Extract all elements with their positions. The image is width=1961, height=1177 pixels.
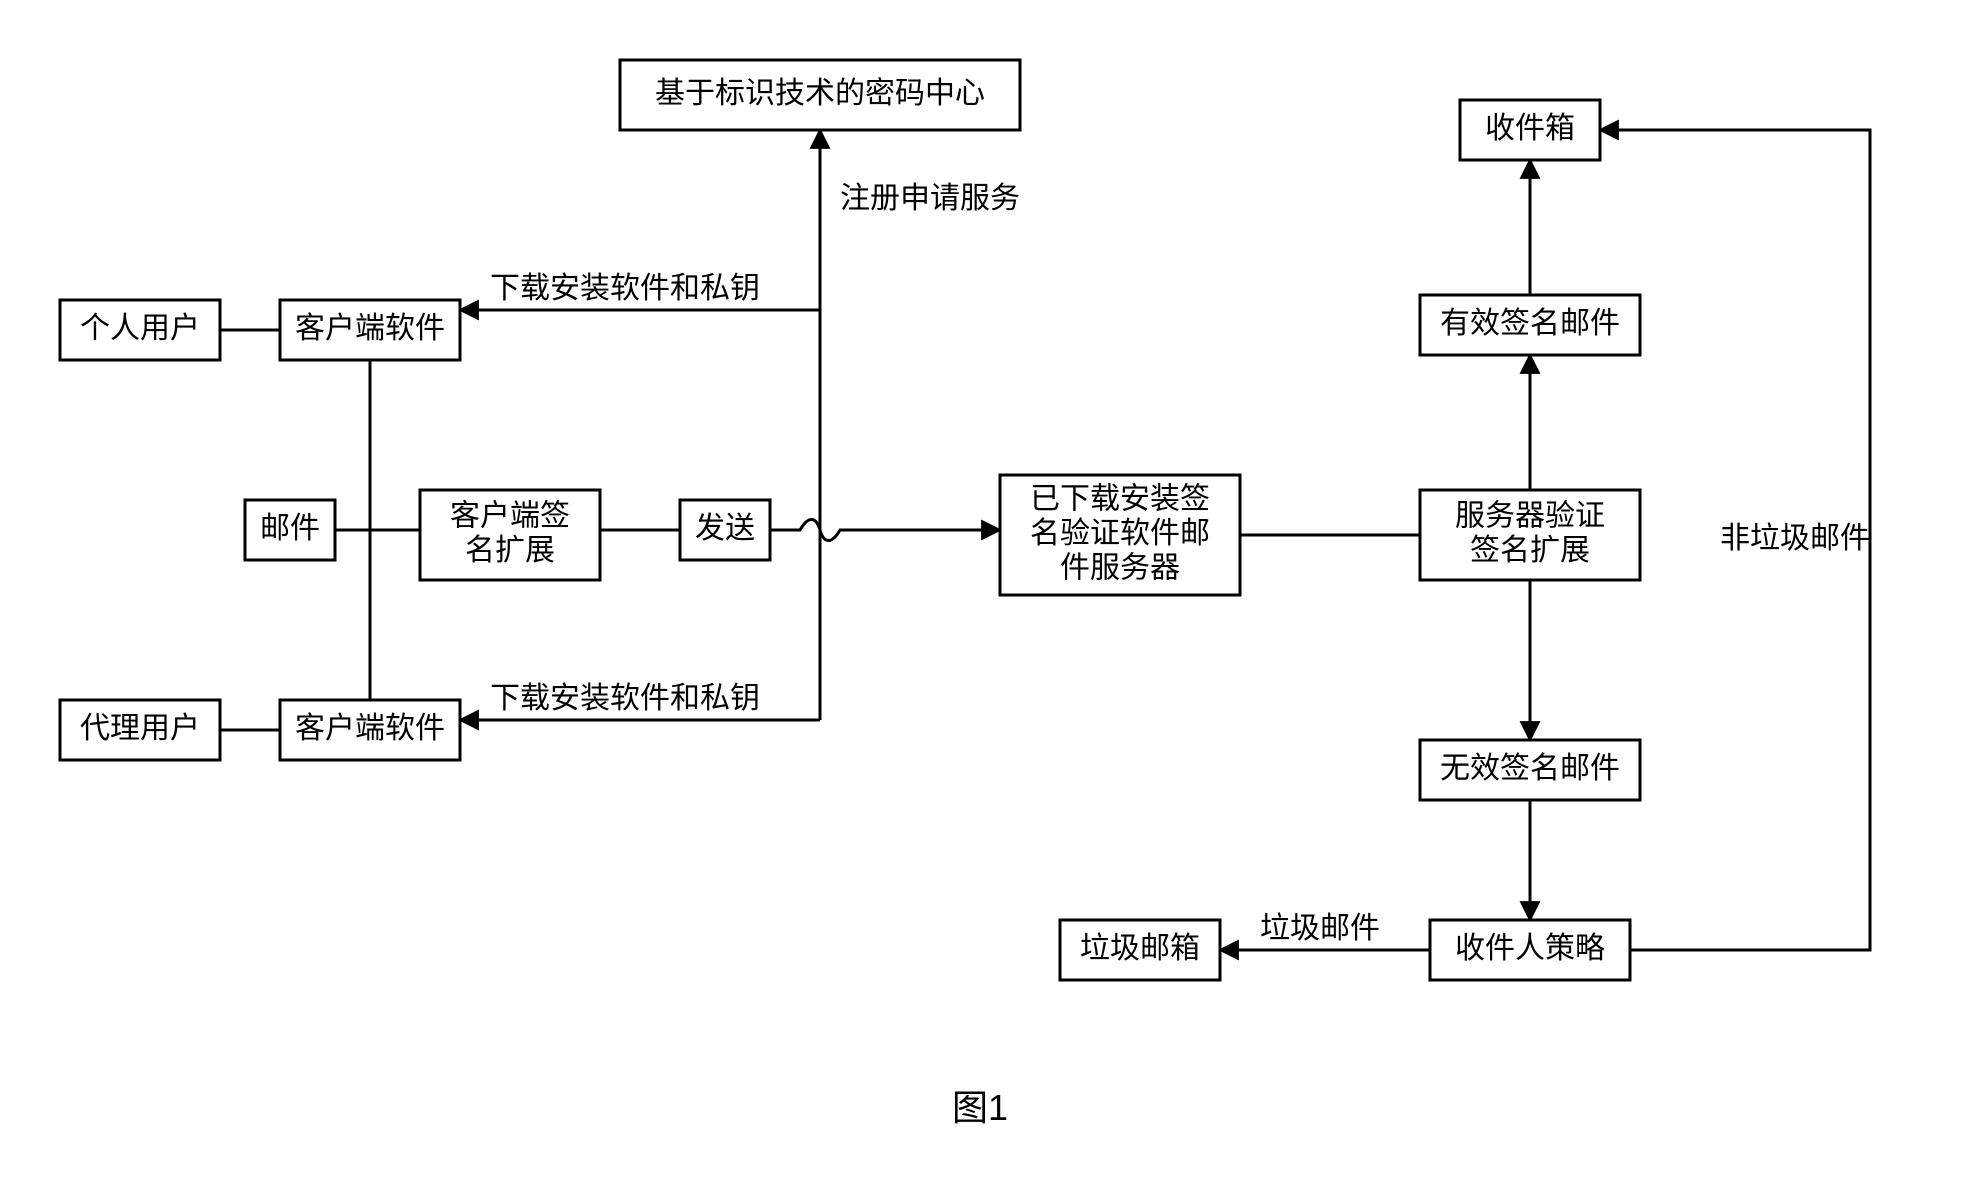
- node-label: 基于标识技术的密码中心: [655, 77, 985, 110]
- edge-label: 下载安装软件和私钥: [490, 682, 760, 715]
- node-client_sign_ext: 客户端签名扩展: [420, 490, 600, 580]
- node-label: 客户端签: [450, 500, 570, 533]
- node-label: 发送: [695, 512, 755, 545]
- node-spam_box: 垃圾邮箱: [1060, 920, 1220, 980]
- node-label: 客户端软件: [295, 312, 445, 345]
- node-label: 收件人策略: [1455, 932, 1605, 965]
- node-mail_server: 已下载安装签名验证软件邮件服务器: [1000, 475, 1240, 595]
- edge-label: 下载安装软件和私钥: [490, 272, 760, 305]
- node-label: 客户端软件: [295, 712, 445, 745]
- figure-caption: 图1: [952, 1087, 1008, 1128]
- edge-e_send_to_server: [770, 520, 1000, 541]
- node-proxy_user: 代理用户: [60, 700, 220, 760]
- node-label: 件服务器: [1060, 551, 1180, 584]
- node-label: 个人用户: [80, 312, 200, 345]
- node-crypto_center: 基于标识技术的密码中心: [620, 60, 1020, 130]
- node-server_verify: 服务器验证签名扩展: [1420, 490, 1640, 580]
- node-label: 邮件: [260, 512, 320, 545]
- node-label: 已下载安装签: [1030, 482, 1210, 515]
- node-client_sw_top: 客户端软件: [280, 300, 460, 360]
- node-label: 收件箱: [1485, 112, 1575, 145]
- node-label: 名扩展: [465, 534, 555, 567]
- edge-label: 垃圾邮件: [1260, 912, 1380, 945]
- node-inbox: 收件箱: [1460, 100, 1600, 160]
- flowchart-canvas: 下载安装软件和私钥下载安装软件和私钥 注册申请服务垃圾邮件 非垃圾邮件 基于标识技术的…: [0, 0, 1961, 1177]
- node-mail: 邮件: [245, 500, 335, 560]
- node-label: 有效签名邮件: [1440, 307, 1620, 340]
- node-client_sw_bot: 客户端软件: [280, 700, 460, 760]
- node-label: 无效签名邮件: [1440, 752, 1620, 785]
- node-personal_user: 个人用户: [60, 300, 220, 360]
- node-invalid_sig_mail: 无效签名邮件: [1420, 740, 1640, 800]
- node-label: 名验证软件邮: [1030, 517, 1210, 550]
- node-valid_sig_mail: 有效签名邮件: [1420, 295, 1640, 355]
- node-label: 代理用户: [80, 712, 200, 745]
- edge-label: 注册申请服务: [840, 182, 1020, 215]
- node-label: 垃圾邮箱: [1080, 932, 1200, 965]
- node-recipient_policy: 收件人策略: [1430, 920, 1630, 980]
- node-send: 发送: [680, 500, 770, 560]
- edge-label: 非垃圾邮件: [1720, 522, 1870, 555]
- node-label: 服务器验证: [1455, 500, 1605, 533]
- node-label: 签名扩展: [1470, 534, 1590, 567]
